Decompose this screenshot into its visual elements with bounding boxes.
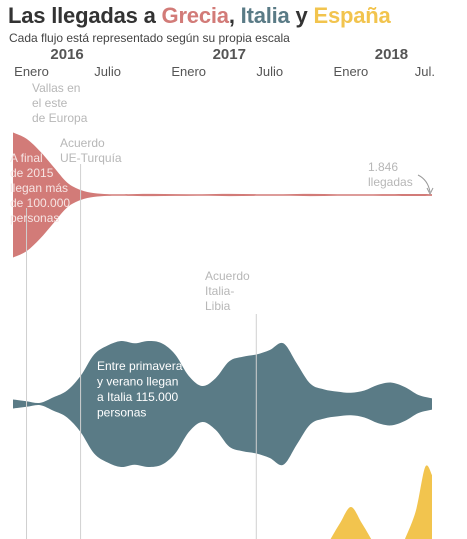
title-greece: Grecia [161, 3, 229, 28]
title-prefix: Las llegadas a [8, 3, 162, 28]
year-label: 2017 [213, 46, 246, 63]
title-sep-2: y [289, 3, 314, 28]
series-italia-stream [13, 340, 432, 468]
month-label: Enero [171, 64, 206, 79]
title-sep-1: , [228, 3, 241, 28]
title-spain: España [313, 3, 391, 28]
annotation-italia-libia: Acuerdo Italia-Libia [205, 269, 250, 313]
month-label: Jul. [415, 64, 435, 79]
series-grecia-stream [13, 132, 432, 258]
series-españa-stream [330, 465, 432, 539]
annotation-italy-peak: Entre primavera y verano llegan a Italia 1… [97, 359, 183, 420]
title-italy: Italia [240, 3, 290, 28]
annotation-1846: 1.846 llegadas [368, 160, 413, 189]
annotation-arrow-head [426, 187, 434, 196]
month-label: Julio [94, 64, 121, 79]
month-label: Julio [256, 64, 283, 79]
month-label: Enero [334, 64, 369, 79]
annotation-vallas: Vallas en el este de Europa [32, 81, 88, 125]
chart-subtitle: Cada flujo está representado según su pr… [9, 31, 290, 45]
annotation-arrow [417, 174, 431, 193]
annotation-ue-turquia: Acuerdo UE-Turquía [60, 136, 122, 165]
year-label: 2016 [50, 46, 83, 63]
year-label: 2018 [375, 46, 408, 63]
month-label: Enero [14, 64, 49, 79]
annotation-greece-peak: A final de 2015 llegan más de 100.000 person… [10, 151, 70, 225]
chart-title: Las llegadas a Grecia, Italia y España [8, 3, 391, 29]
